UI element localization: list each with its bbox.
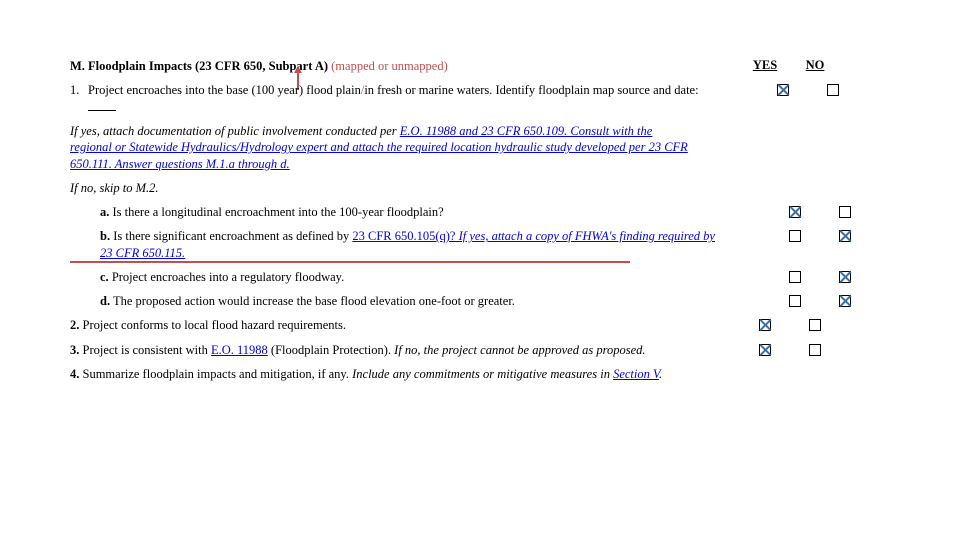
q3-t2: (Floodplain Protection). — [268, 343, 394, 357]
q1d-yes-checkbox[interactable] — [789, 295, 801, 307]
q1d-no-checkbox[interactable] — [839, 295, 851, 307]
q1-text-b: in fresh or marine waters. Identify floo… — [364, 83, 698, 97]
q1c-yes-checkbox[interactable] — [789, 271, 801, 283]
question-2-row: 2. Project conforms to local flood hazar… — [70, 317, 890, 333]
q1b-t1: Is there significant encroachment as def… — [110, 229, 352, 243]
ifno-text: If no, skip to M.2. — [70, 180, 690, 196]
question-1d-row: d. The proposed action would increase th… — [70, 293, 890, 309]
q1c-body: Project encroaches into a regulatory flo… — [109, 270, 345, 284]
q1b-yes-checkbox[interactable] — [789, 230, 801, 242]
q2-no-checkbox[interactable] — [809, 319, 821, 331]
ifno-lead: If no, — [70, 181, 96, 195]
ifno-rest: skip to M.2. — [96, 181, 158, 195]
form-page: M. Floodplain Impacts (23 CFR 650, Subpa… — [0, 0, 960, 382]
q1c-no-checkbox[interactable] — [839, 271, 851, 283]
q2-label: 2. — [70, 318, 79, 332]
question-1-row: 1. Project encroaches into the base (100… — [70, 82, 890, 115]
q4-text: 4. Summarize floodplain impacts and miti… — [70, 366, 690, 382]
q1b-no-checkbox[interactable] — [839, 230, 851, 242]
question-3-row: 3. Project is consistent with E.O. 11988… — [70, 342, 890, 358]
q3-link[interactable]: E.O. 11988 — [211, 343, 268, 357]
q1b-text: b. Is there significant encroachment as … — [70, 228, 720, 261]
yes-header: YES — [740, 58, 790, 73]
date-blank[interactable] — [88, 99, 116, 111]
q3-label: 3. — [70, 343, 79, 357]
ifyes-plain: attach documentation of public involveme… — [100, 124, 400, 138]
q1c-text: c. Project encroaches into a regulatory … — [70, 269, 720, 285]
question-4-row: 4. Summarize floodplain impacts and miti… — [70, 366, 890, 382]
annotation-arrow — [451, 69, 452, 70]
q1-number: 1. — [70, 82, 79, 98]
q1b-label: b. — [100, 229, 110, 243]
q1a-label: a. — [100, 205, 109, 219]
q2-body: Project conforms to local flood hazard r… — [79, 318, 346, 332]
section-title-cell: M. Floodplain Impacts (23 CFR 650, Subpa… — [70, 58, 690, 74]
mapped-annotation: (mapped or unmapped) — [331, 59, 448, 73]
q1-text-a: Project encroaches into the base (100 ye… — [88, 83, 361, 97]
q1-no-checkbox[interactable] — [827, 84, 839, 96]
q3-t1: Project is consistent with — [79, 343, 211, 357]
no-header: NO — [790, 58, 840, 73]
q4-it1: Include any commitments or mitigative me… — [352, 367, 613, 381]
q3-text: 3. Project is consistent with E.O. 11988… — [70, 342, 690, 358]
q1d-text: d. The proposed action would increase th… — [70, 293, 720, 309]
question-1a-row: a. Is there a longitudinal encroachment … — [70, 204, 890, 220]
q1a-yes-checkbox[interactable] — [789, 206, 801, 218]
section-title: M. Floodplain Impacts (23 CFR 650, Subpa… — [70, 59, 328, 73]
q4-dot: . — [659, 367, 662, 381]
q1d-label: d. — [100, 294, 110, 308]
question-1b-row: b. Is there significant encroachment as … — [70, 228, 890, 261]
q1-yes-checkbox[interactable] — [777, 84, 789, 96]
q3-italic: If no, the project cannot be approved as… — [394, 343, 645, 357]
q4-link[interactable]: Section V — [613, 367, 659, 381]
ifyes-lead: If yes, — [70, 124, 100, 138]
q1b-link1[interactable]: 23 CFR 650.105(q)? — [352, 229, 455, 243]
ifyes-row: If yes, attach documentation of public i… — [70, 123, 890, 172]
q1d-body: The proposed action would increase the b… — [110, 294, 515, 308]
question-1-text: 1. Project encroaches into the base (100… — [70, 82, 708, 115]
annotation-underline — [70, 261, 630, 263]
q4-t1: Summarize floodplain impacts and mitigat… — [79, 367, 352, 381]
ifno-row: If no, skip to M.2. — [70, 180, 890, 196]
ifyes-text: If yes, attach documentation of public i… — [70, 123, 690, 172]
q2-text: 2. Project conforms to local flood hazar… — [70, 317, 690, 333]
q1a-body: Is there a longitudinal encroachment int… — [109, 205, 443, 219]
q3-no-checkbox[interactable] — [809, 344, 821, 356]
q3-yes-checkbox[interactable] — [759, 344, 771, 356]
q2-yes-checkbox[interactable] — [759, 319, 771, 331]
q1a-no-checkbox[interactable] — [839, 206, 851, 218]
q4-label: 4. — [70, 367, 79, 381]
section-header-row: M. Floodplain Impacts (23 CFR 650, Subpa… — [70, 58, 890, 74]
q1a-text: a. Is there a longitudinal encroachment … — [70, 204, 720, 220]
question-1c-row: c. Project encroaches into a regulatory … — [70, 269, 890, 285]
q1c-label: c. — [100, 270, 109, 284]
